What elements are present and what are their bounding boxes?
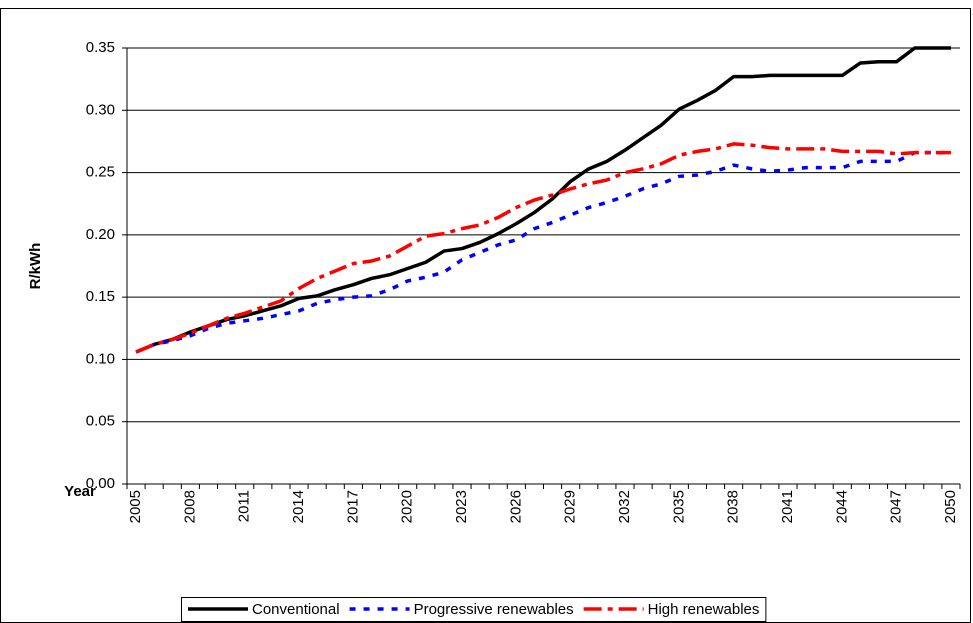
x-tick-label: 2050 (942, 490, 959, 523)
series-line (135, 46, 951, 354)
chart-border (0, 8, 971, 623)
x-tick-label: 2026 (507, 490, 524, 523)
y-axis-title: R/kWh (27, 243, 44, 290)
legend-box (181, 597, 767, 622)
y-tick-label: 0.00 (86, 475, 115, 492)
x-tick-label: 2005 (127, 490, 144, 523)
legend-label: High renewables (648, 601, 760, 618)
x-tick-label: 2035 (670, 490, 687, 523)
y-tick-label: 0.10 (86, 350, 115, 367)
legend: Conventional Progressive renewables High r… (181, 597, 767, 622)
y-tick-label: 0.15 (86, 288, 115, 305)
series-line (135, 142, 951, 354)
x-tick-label: 2014 (290, 490, 307, 523)
x-tick-label: 2020 (399, 490, 416, 523)
x-axis-title: Year (64, 483, 96, 500)
y-tick-label: 0.30 (86, 101, 115, 118)
x-tick-label: 2011 (236, 490, 253, 522)
y-tick-label: 0.35 (86, 39, 115, 56)
series-line (135, 150, 951, 354)
legend-label: Progressive renewables (414, 601, 574, 618)
y-tick-label: 0.25 (86, 164, 115, 181)
x-tick-label: 2044 (833, 490, 850, 523)
x-tick-label: 2029 (562, 490, 579, 523)
x-tick-label: 2041 (779, 490, 796, 523)
x-tick-label: 2023 (453, 490, 470, 523)
x-tick-label: 2008 (181, 490, 198, 523)
x-tick-label: 2038 (725, 490, 742, 523)
y-tick-label: 0.05 (86, 413, 115, 430)
y-tick-label: 0.20 (86, 226, 115, 243)
x-tick-label: 2047 (888, 490, 905, 523)
legend-label: Conventional (252, 601, 340, 618)
x-tick-label: 2017 (344, 490, 361, 523)
x-tick-label: 2032 (616, 490, 633, 523)
